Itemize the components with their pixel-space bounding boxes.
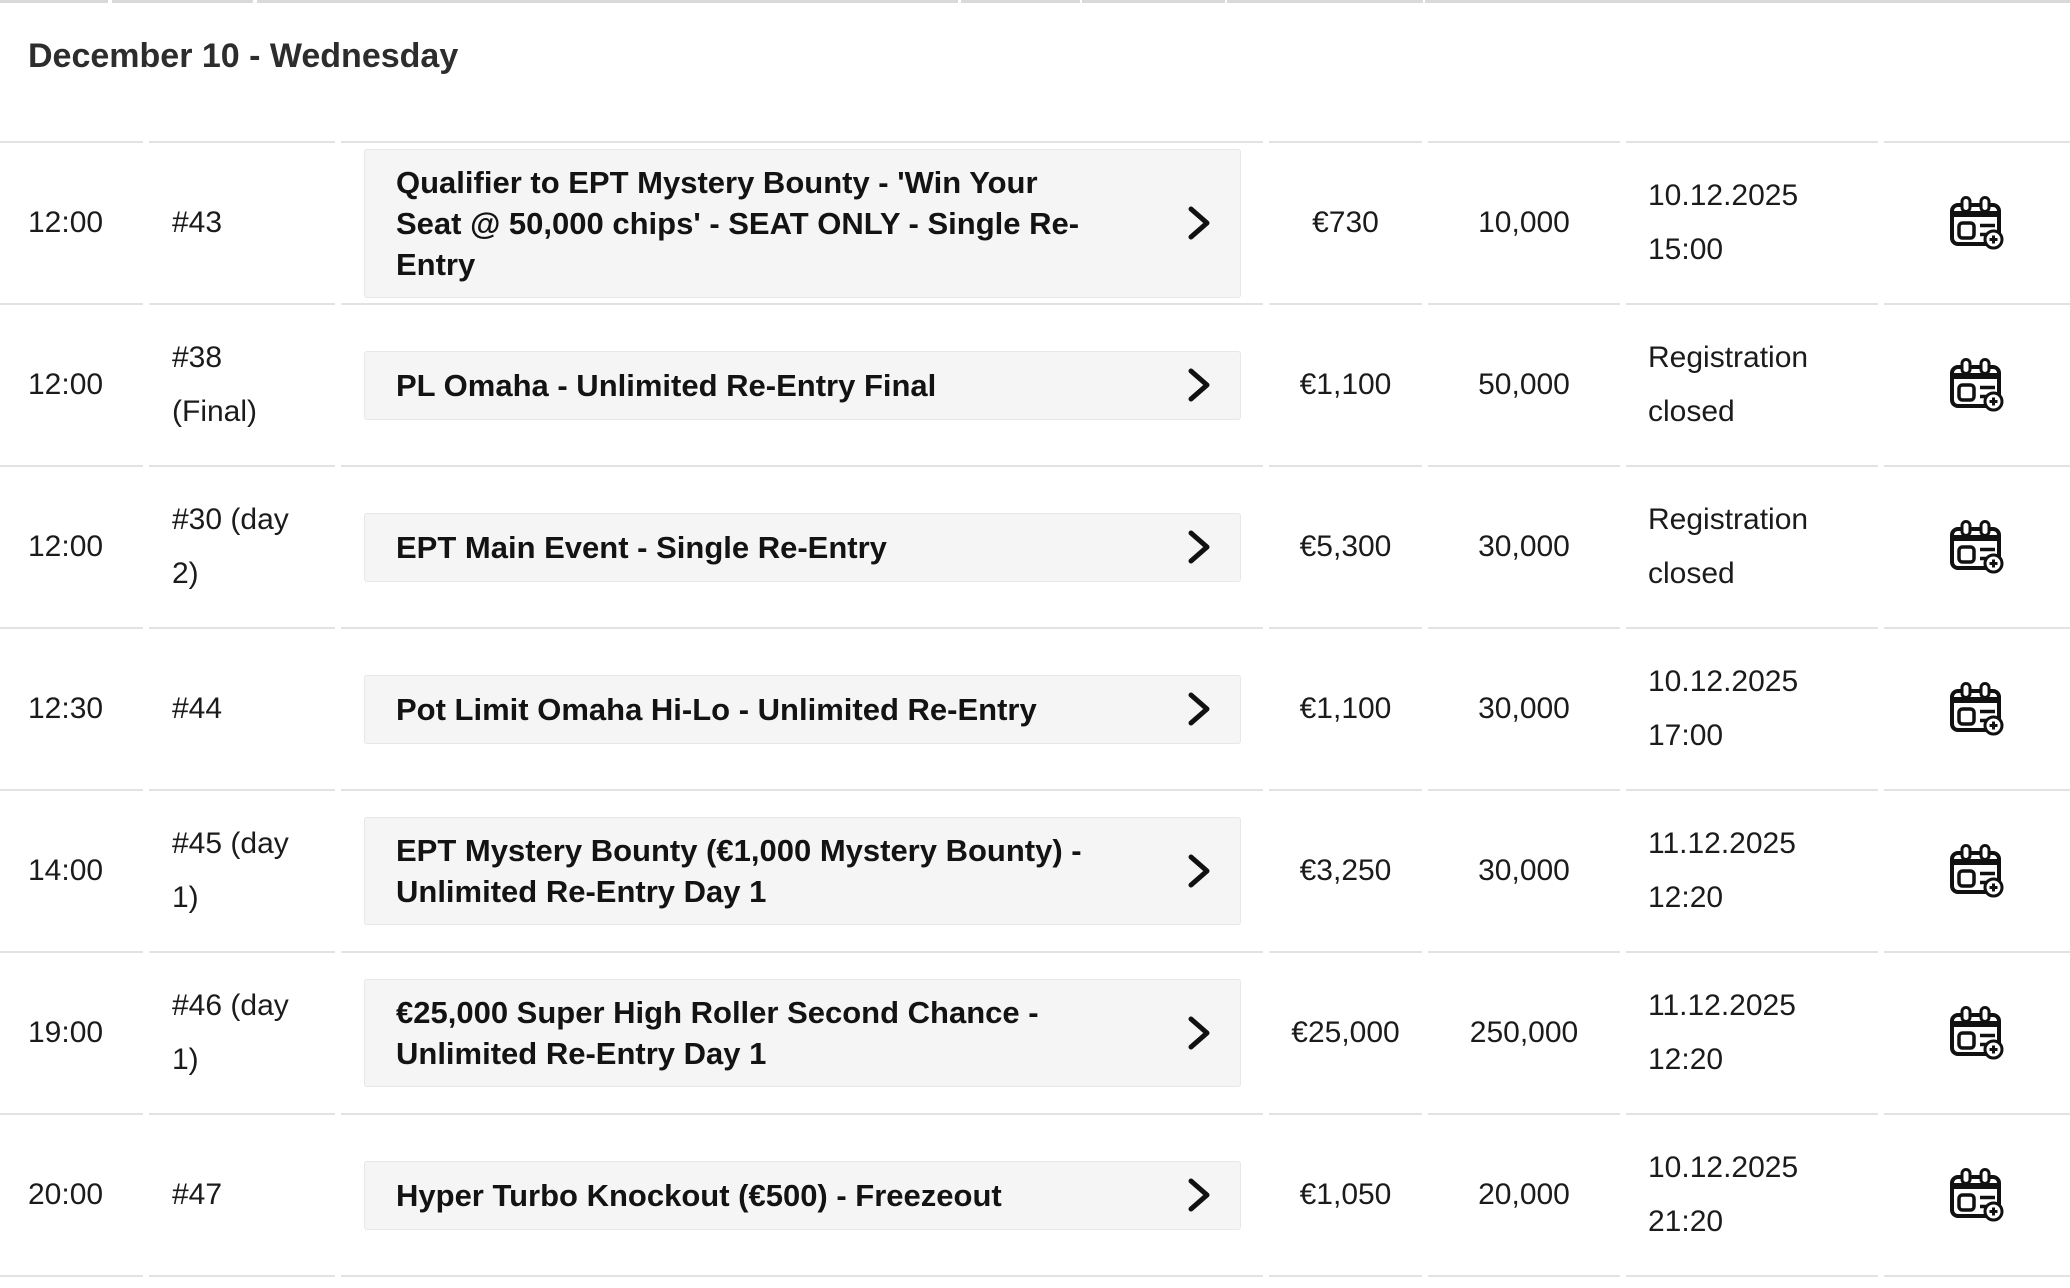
event-name-cell: €25,000 Super High Roller Second Chance … [341,953,1263,1115]
calendar-cell [1884,791,2070,953]
buyin-cell: €730 [1269,143,1422,305]
event-name-label: EPT Mystery Bounty (€1,000 Mystery Bount… [396,833,1082,909]
event-name-button[interactable]: €25,000 Super High Roller Second Chance … [364,979,1241,1087]
day-header-row: December 10 - Wednesday [0,0,2070,143]
event-name-button[interactable]: EPT Main Event - Single Re-Entry [364,512,1241,582]
add-to-calendar-button[interactable] [1948,1168,2006,1222]
add-to-calendar-button[interactable] [1948,844,2006,898]
calendar-cell [1884,629,2070,791]
event-name-button[interactable]: Pot Limit Omaha Hi-Lo - Unlimited Re-Ent… [364,674,1241,744]
late-registration-cell: 11.12.2025 12:20 [1626,953,1878,1115]
late-registration-cell: 10.12.2025 17:00 [1626,629,1878,791]
calendar-add-icon [1950,196,2004,250]
calendar-cell [1884,467,2070,629]
starting-chips-cell: 250,000 [1428,953,1620,1115]
starting-chips-cell: 20,000 [1428,1115,1620,1277]
event-name-cell: EPT Main Event - Single Re-Entry [341,467,1263,629]
starting-chips-cell: 50,000 [1428,305,1620,467]
tournament-row: 12:00 #43 Qualifier to EPT Mystery Bount… [0,143,2070,305]
event-number-cell: #45 (day 1) [149,791,335,953]
event-name-cell: Hyper Turbo Knockout (€500) - Freezeout [341,1115,1263,1277]
chevron-right-icon [1188,206,1210,240]
event-name-label: Pot Limit Omaha Hi-Lo - Unlimited Re-Ent… [396,691,1037,727]
late-registration-cell: 10.12.2025 15:00 [1626,143,1878,305]
chevron-right-icon [1188,530,1210,564]
event-name-label: Qualifier to EPT Mystery Bounty - 'Win Y… [396,164,1080,282]
starting-chips-cell: 30,000 [1428,629,1620,791]
calendar-add-icon [1950,682,2004,736]
calendar-cell [1884,305,2070,467]
chevron-right-icon [1188,692,1210,726]
chevron-right-icon [1188,368,1210,402]
day-header-title: December 10 - Wednesday [28,37,459,75]
start-time-cell: 20:00 [0,1115,143,1277]
start-time-cell: 12:00 [0,467,143,629]
tournament-row: 12:30 #44 Pot Limit Omaha Hi-Lo - Unlimi… [0,629,2070,791]
tournament-row: 12:00 #38 (Final) PL Omaha - Unlimited R… [0,305,2070,467]
tournament-row: 14:00 #45 (day 1) EPT Mystery Bounty (€1… [0,791,2070,953]
late-registration-cell: Registration closed [1626,467,1878,629]
start-time-cell: 12:00 [0,305,143,467]
late-registration-cell: 11.12.2025 12:20 [1626,791,1878,953]
event-name-label: Hyper Turbo Knockout (€500) - Freezeout [396,1177,1002,1213]
buyin-cell: €3,250 [1269,791,1422,953]
chevron-right-icon [1188,1178,1210,1212]
add-to-calendar-button[interactable] [1948,682,2006,736]
event-name-cell: Pot Limit Omaha Hi-Lo - Unlimited Re-Ent… [341,629,1263,791]
event-number-cell: #38 (Final) [149,305,335,467]
add-to-calendar-button[interactable] [1948,196,2006,250]
event-name-button[interactable]: Qualifier to EPT Mystery Bounty - 'Win Y… [364,148,1241,298]
calendar-add-icon [1950,520,2004,574]
event-number-cell: #47 [149,1115,335,1277]
late-registration-cell: Registration closed [1626,305,1878,467]
event-name-button[interactable]: PL Omaha - Unlimited Re-Entry Final [364,350,1241,420]
calendar-cell [1884,1115,2070,1277]
schedule-table-body: 12:00 #43 Qualifier to EPT Mystery Bount… [0,143,2070,1277]
event-name-button[interactable]: EPT Mystery Bounty (€1,000 Mystery Bount… [364,817,1241,925]
late-registration-cell: 10.12.2025 21:20 [1626,1115,1878,1277]
start-time-cell: 19:00 [0,953,143,1115]
event-name-cell: PL Omaha - Unlimited Re-Entry Final [341,305,1263,467]
event-name-label: PL Omaha - Unlimited Re-Entry Final [396,367,937,403]
calendar-add-icon [1950,844,2004,898]
starting-chips-cell: 30,000 [1428,467,1620,629]
event-name-cell: Qualifier to EPT Mystery Bounty - 'Win Y… [341,143,1263,305]
starting-chips-cell: 10,000 [1428,143,1620,305]
buyin-cell: €1,050 [1269,1115,1422,1277]
add-to-calendar-button[interactable] [1948,358,2006,412]
event-name-label: EPT Main Event - Single Re-Entry [396,529,887,565]
start-time-cell: 12:30 [0,629,143,791]
chevron-right-icon [1188,854,1210,888]
buyin-cell: €1,100 [1269,305,1422,467]
event-number-cell: #44 [149,629,335,791]
event-number-cell: #46 (day 1) [149,953,335,1115]
event-number-cell: #43 [149,143,335,305]
tournament-row: 19:00 #46 (day 1) €25,000 Super High Rol… [0,953,2070,1115]
add-to-calendar-button[interactable] [1948,1006,2006,1060]
event-name-label: €25,000 Super High Roller Second Chance … [396,995,1039,1071]
calendar-add-icon [1950,1006,2004,1060]
calendar-add-icon [1950,358,2004,412]
start-time-cell: 14:00 [0,791,143,953]
tournament-row: 12:00 #30 (day 2) EPT Main Event - Singl… [0,467,2070,629]
chevron-right-icon [1188,1016,1210,1050]
calendar-add-icon [1950,1168,2004,1222]
calendar-cell [1884,953,2070,1115]
event-name-cell: EPT Mystery Bounty (€1,000 Mystery Bount… [341,791,1263,953]
event-number-cell: #30 (day 2) [149,467,335,629]
start-time-cell: 12:00 [0,143,143,305]
previous-table-bottom-border [0,0,2070,3]
add-to-calendar-button[interactable] [1948,520,2006,574]
buyin-cell: €5,300 [1269,467,1422,629]
buyin-cell: €1,100 [1269,629,1422,791]
event-name-button[interactable]: Hyper Turbo Knockout (€500) - Freezeout [364,1160,1241,1230]
starting-chips-cell: 30,000 [1428,791,1620,953]
tournament-row: 20:00 #47 Hyper Turbo Knockout (€500) - … [0,1115,2070,1277]
calendar-cell [1884,143,2070,305]
buyin-cell: €25,000 [1269,953,1422,1115]
